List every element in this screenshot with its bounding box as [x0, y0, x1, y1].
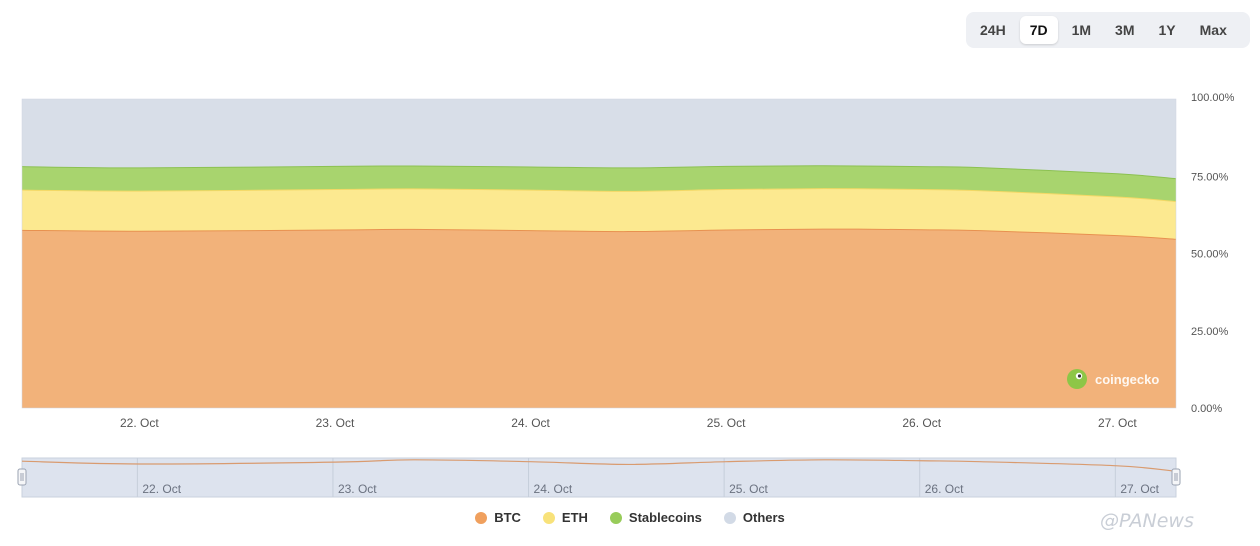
y-tick-label: 0.00% — [1191, 403, 1222, 415]
x-tick-label: 27. Oct — [1098, 416, 1137, 430]
legend-label-eth: ETH — [561, 510, 588, 525]
legend-label-stablecoins: Stablecoins — [628, 510, 702, 525]
range-button-7d[interactable]: 7D — [1019, 16, 1058, 44]
navigator-tick-label: 27. Oct — [1120, 482, 1159, 496]
range-button-3m[interactable]: 3M — [1115, 22, 1135, 38]
x-tick-label: 25. Oct — [707, 416, 746, 430]
area-stablecoins — [22, 165, 1176, 202]
y-tick-label: 75.00% — [1191, 171, 1229, 183]
range-button-1y[interactable]: 1Y — [1158, 22, 1176, 38]
navigator-right-handle[interactable] — [1171, 468, 1181, 486]
x-tick-label: 26. Oct — [902, 416, 941, 430]
area-eth — [22, 188, 1176, 240]
legend-swatch-btc — [475, 511, 488, 524]
navigator-tick-label: 22. Oct — [142, 482, 181, 496]
navigator-tick-label: 25. Oct — [729, 482, 768, 496]
navigator-tick-label: 23. Oct — [338, 482, 377, 496]
x-tick-label: 23. Oct — [316, 416, 355, 430]
coingecko-logo: coingecko — [1067, 369, 1159, 389]
time-range-selector: 24H 7D 1M 3M 1Y Max — [966, 12, 1250, 48]
area-btc — [22, 229, 1176, 408]
navigator-left-handle[interactable] — [17, 468, 27, 486]
plot-border — [21, 98, 1177, 409]
legend-item-eth[interactable]: ETH — [542, 510, 588, 525]
y-tick-label: 50.00% — [1191, 249, 1229, 261]
legend-item-stablecoins[interactable]: Stablecoins — [609, 510, 702, 525]
y-tick-label: 25.00% — [1191, 326, 1229, 338]
x-tick-label: 24. Oct — [511, 416, 550, 430]
series-line-btc — [21, 228, 1177, 240]
gecko-icon — [1067, 369, 1087, 389]
legend-swatch-stablecoins — [609, 511, 622, 524]
series-line-stablecoins — [21, 165, 1177, 180]
legend-item-btc[interactable]: BTC — [475, 510, 521, 525]
range-button-max[interactable]: Max — [1199, 22, 1227, 38]
chart-legend: BTC ETH Stablecoins Others — [0, 510, 1260, 525]
y-tick-label: 100.00% — [1191, 92, 1235, 104]
navigator-tick-label: 26. Oct — [925, 482, 964, 496]
coingecko-wordmark: coingecko — [1095, 372, 1159, 387]
range-button-1m[interactable]: 1M — [1071, 22, 1092, 38]
legend-label-btc: BTC — [494, 510, 521, 525]
page-watermark: @PANews — [1100, 510, 1194, 532]
range-button-24h[interactable]: 24H — [980, 22, 1006, 38]
area-others — [22, 99, 1176, 179]
legend-swatch-others — [723, 511, 736, 524]
x-tick-label: 22. Oct — [120, 416, 159, 430]
navigator-tick-label: 24. Oct — [534, 482, 573, 496]
legend-item-others[interactable]: Others — [723, 510, 785, 525]
legend-label-others: Others — [742, 510, 785, 525]
navigator-series-line — [21, 459, 1177, 472]
legend-swatch-eth — [542, 511, 555, 524]
series-line-eth — [21, 188, 1177, 203]
